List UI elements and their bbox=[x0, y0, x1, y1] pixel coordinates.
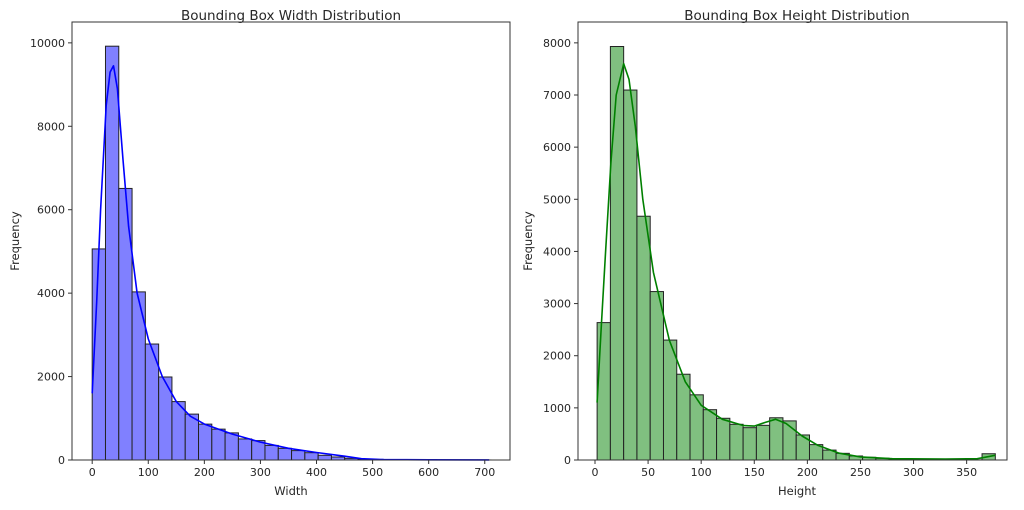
x-tick-label: 50 bbox=[641, 466, 655, 479]
x-tick-label: 600 bbox=[418, 466, 439, 479]
x-axis-label: Width bbox=[274, 484, 307, 498]
y-tick-label: 0 bbox=[564, 454, 571, 467]
x-tick-label: 700 bbox=[474, 466, 495, 479]
y-tick-label: 2000 bbox=[543, 350, 571, 363]
y-tick-label: 8000 bbox=[543, 37, 571, 50]
histogram-bar bbox=[238, 439, 251, 460]
x-axis-label: Height bbox=[778, 484, 817, 498]
y-tick-label: 4000 bbox=[37, 287, 65, 300]
histogram-bar bbox=[703, 410, 716, 460]
y-axis-label: Frequency bbox=[521, 211, 535, 271]
x-tick-label: 150 bbox=[744, 466, 765, 479]
histogram-bar bbox=[637, 216, 650, 460]
histogram-bar bbox=[212, 429, 225, 460]
histogram-bar bbox=[119, 188, 132, 460]
x-tick-label: 500 bbox=[362, 466, 383, 479]
x-tick-label: 100 bbox=[138, 466, 159, 479]
histogram-bar bbox=[610, 47, 623, 460]
x-tick-label: 300 bbox=[903, 466, 924, 479]
histogram-bar bbox=[597, 323, 610, 460]
y-tick-label: 5000 bbox=[543, 193, 571, 206]
histogram-bar bbox=[225, 433, 238, 460]
y-tick-label: 3000 bbox=[543, 298, 571, 311]
y-tick-label: 1000 bbox=[543, 402, 571, 415]
y-tick-label: 7000 bbox=[543, 89, 571, 102]
y-tick-label: 6000 bbox=[543, 141, 571, 154]
histogram-bar bbox=[730, 424, 743, 460]
y-tick-label: 2000 bbox=[37, 371, 65, 384]
width-histogram-panel: Bounding Box Width Distribution Width Fr… bbox=[8, 8, 510, 498]
y-tick-label: 6000 bbox=[37, 204, 65, 217]
histogram-bar bbox=[770, 418, 783, 460]
histogram-bar bbox=[199, 424, 212, 460]
y-tick-label: 10000 bbox=[30, 37, 65, 50]
x-tick-label: 0 bbox=[591, 466, 598, 479]
histogram-bar bbox=[185, 414, 198, 460]
histogram-bar bbox=[172, 402, 185, 460]
x-tick-label: 100 bbox=[691, 466, 712, 479]
histogram-bar bbox=[105, 46, 118, 460]
x-tick-label: 200 bbox=[194, 466, 215, 479]
x-tick-label: 0 bbox=[89, 466, 96, 479]
histogram-bar bbox=[650, 292, 663, 460]
histogram-bar bbox=[318, 455, 331, 460]
height-histogram-panel: Bounding Box Height Distribution Height … bbox=[521, 8, 1007, 498]
histogram-bar bbox=[624, 90, 637, 460]
histogram-bar bbox=[278, 448, 291, 460]
y-tick-label: 0 bbox=[58, 454, 65, 467]
x-tick-label: 350 bbox=[956, 466, 977, 479]
histogram-bar bbox=[663, 340, 676, 460]
histogram-bar bbox=[252, 441, 265, 460]
x-tick-label: 200 bbox=[797, 466, 818, 479]
histogram-bar bbox=[265, 445, 278, 460]
y-axis-label: Frequency bbox=[8, 211, 22, 271]
histogram-bar bbox=[305, 453, 318, 460]
x-tick-label: 250 bbox=[850, 466, 871, 479]
x-tick-label: 300 bbox=[250, 466, 271, 479]
histogram-bar bbox=[756, 425, 769, 460]
histogram-bar bbox=[292, 451, 305, 460]
y-tick-label: 8000 bbox=[37, 120, 65, 133]
y-tick-label: 4000 bbox=[543, 245, 571, 258]
histogram-bar bbox=[743, 428, 756, 460]
histogram-bar bbox=[717, 418, 730, 460]
x-tick-label: 400 bbox=[306, 466, 327, 479]
